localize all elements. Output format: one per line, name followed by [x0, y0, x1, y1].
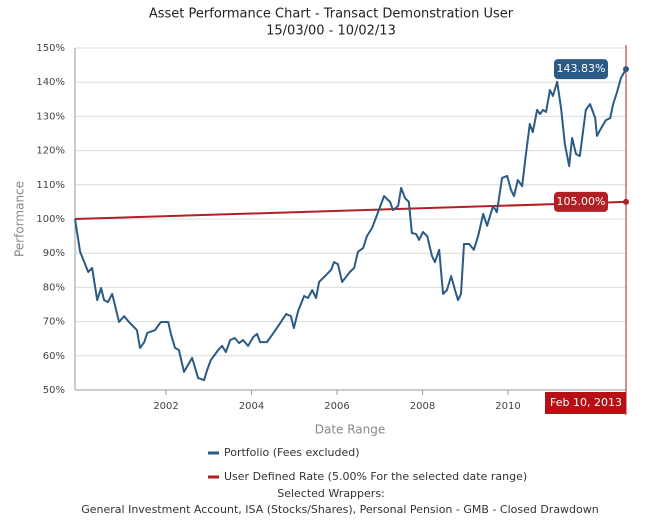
end-point [623, 198, 629, 205]
x-tick-label: 2002 [153, 401, 178, 412]
y-axis-title: Performance [13, 181, 27, 257]
chart-subtitle: 15/03/00 - 10/02/13 [266, 24, 396, 39]
x-tick-label: 2010 [495, 401, 520, 412]
footer-text: General Investment Account, ISA (Stocks/… [81, 503, 599, 516]
legend-label: User Defined Rate (5.00% For the selecte… [224, 470, 527, 483]
legend-label: Portfolio (Fees excluded) [224, 446, 360, 459]
x-tick-label: 2008 [410, 401, 435, 412]
y-tick-label: 150% [36, 43, 65, 54]
y-tick-label: 80% [43, 282, 65, 293]
crosshair-label: Feb 10, 2013 [550, 396, 622, 409]
end-label-box [554, 191, 608, 212]
x-tick-label: 2004 [239, 401, 264, 412]
series-line [74, 68, 627, 382]
y-tick-label: 120% [36, 146, 65, 157]
y-tick-label: 110% [36, 180, 65, 191]
series-line [74, 200, 627, 220]
y-tick-label: 100% [36, 214, 65, 225]
end-point [623, 66, 629, 73]
footer-title: Selected Wrappers: [277, 487, 385, 500]
end-label: 143.83% [557, 62, 606, 75]
end-label-box [554, 59, 608, 80]
y-tick-label: 140% [36, 77, 65, 88]
end-label: 105.00% [557, 195, 606, 208]
y-tick-label: 50% [43, 385, 65, 396]
y-tick-label: 90% [43, 248, 65, 259]
x-tick-label: 2006 [324, 401, 349, 412]
x-axis-title: Date Range [315, 423, 386, 437]
crosshair-label-box [545, 392, 626, 414]
y-tick-label: 60% [43, 351, 65, 362]
y-tick-label: 70% [43, 317, 65, 328]
y-tick-label: 130% [36, 111, 65, 122]
chart-title: Asset Performance Chart - Transact Demon… [149, 7, 514, 22]
